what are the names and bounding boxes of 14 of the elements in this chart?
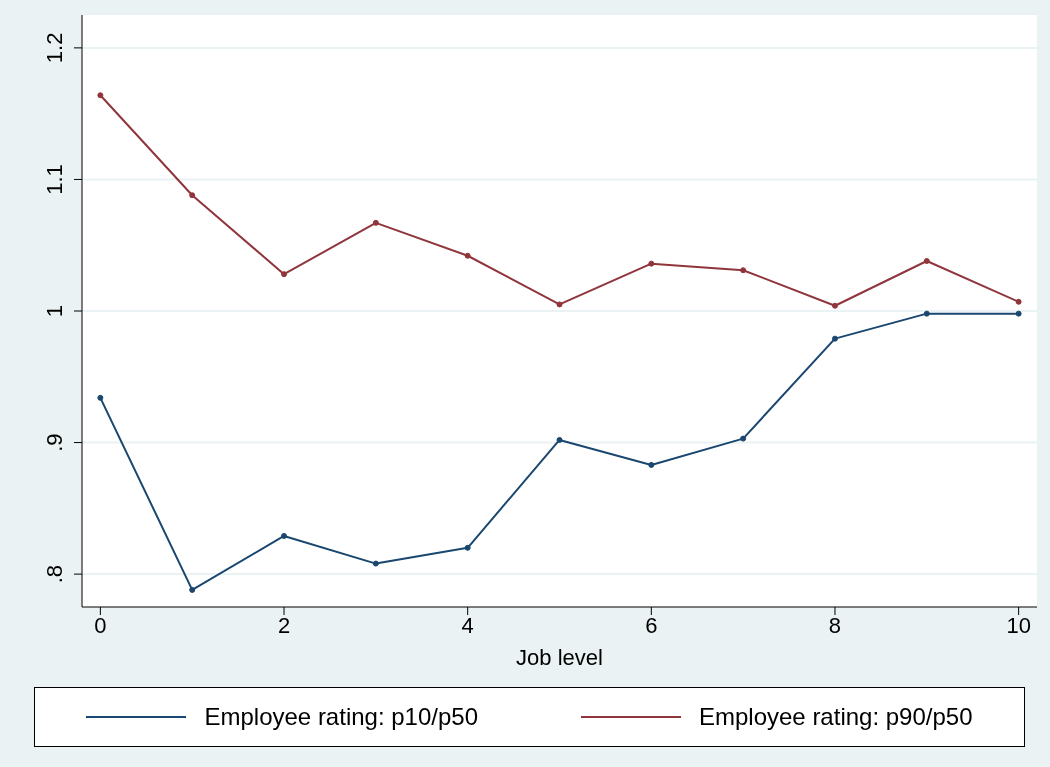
- x-axis-title: Job level: [516, 645, 603, 670]
- x-tick-label: 6: [645, 612, 658, 638]
- y-tick-label: .8: [42, 564, 67, 584]
- y-tick-label: 1: [42, 304, 67, 318]
- y-tick-label: .9: [42, 433, 67, 452]
- x-tick-label: 8: [828, 612, 842, 638]
- x-tick-label: 10: [1006, 612, 1031, 638]
- x-tick-label: 0: [94, 612, 107, 638]
- x-tick-label: 2: [277, 612, 291, 638]
- y-tick-label: 1.2: [42, 32, 67, 64]
- y-tick-label: 1.1: [42, 164, 67, 195]
- x-tick-label: 4: [461, 612, 474, 638]
- legend-label: Employee rating: p10/p50: [204, 703, 478, 731]
- legend-label: Employee rating: p90/p50: [698, 703, 973, 731]
